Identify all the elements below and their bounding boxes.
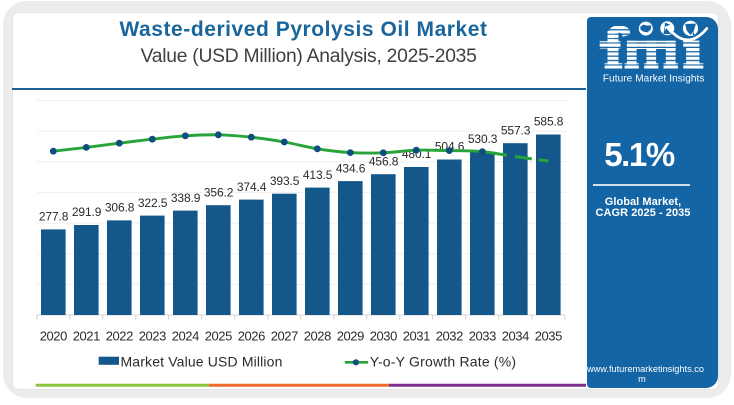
- svg-text:374.4: 374.4: [237, 180, 267, 194]
- svg-text:456.8: 456.8: [369, 154, 399, 168]
- svg-text:413.5: 413.5: [303, 168, 333, 182]
- svg-text:2027: 2027: [271, 329, 298, 344]
- svg-text:2022: 2022: [106, 329, 133, 344]
- svg-text:2024: 2024: [172, 329, 199, 344]
- svg-text:393.5: 393.5: [270, 174, 300, 188]
- svg-text:2029: 2029: [337, 329, 364, 344]
- svg-text:2026: 2026: [238, 329, 265, 344]
- svg-text:Market Value USD Million: Market Value USD Million: [121, 354, 283, 370]
- svg-text:2033: 2033: [469, 329, 496, 344]
- svg-text:2035: 2035: [535, 329, 562, 344]
- svg-text:322.5: 322.5: [138, 196, 168, 210]
- svg-text:585.8: 585.8: [534, 115, 564, 129]
- svg-text:338.9: 338.9: [171, 191, 201, 205]
- svg-text:557.3: 557.3: [501, 123, 531, 137]
- svg-text:530.3: 530.3: [468, 132, 498, 146]
- svg-text:2025: 2025: [205, 329, 232, 344]
- svg-text:434.6: 434.6: [336, 161, 366, 175]
- svg-text:2030: 2030: [370, 329, 397, 344]
- svg-text:Future Market Insights: Future Market Insights: [603, 73, 705, 84]
- svg-text:2032: 2032: [436, 329, 463, 344]
- svg-text:2020: 2020: [40, 329, 67, 344]
- svg-text:277.8: 277.8: [39, 210, 69, 224]
- svg-text:306.8: 306.8: [105, 201, 135, 215]
- svg-text:2031: 2031: [403, 329, 430, 344]
- svg-text:2021: 2021: [73, 329, 100, 344]
- svg-text:2028: 2028: [304, 329, 331, 344]
- svg-text:291.9: 291.9: [72, 205, 102, 219]
- svg-text:Y-o-Y Growth Rate (%): Y-o-Y Growth Rate (%): [370, 354, 517, 370]
- svg-text:2023: 2023: [139, 329, 166, 344]
- svg-text:2034: 2034: [502, 329, 529, 344]
- svg-text:356.2: 356.2: [204, 185, 234, 199]
